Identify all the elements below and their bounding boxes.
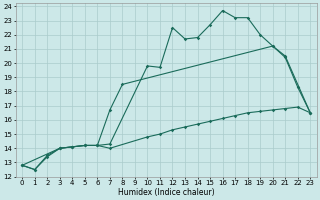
X-axis label: Humidex (Indice chaleur): Humidex (Indice chaleur) <box>118 188 214 197</box>
